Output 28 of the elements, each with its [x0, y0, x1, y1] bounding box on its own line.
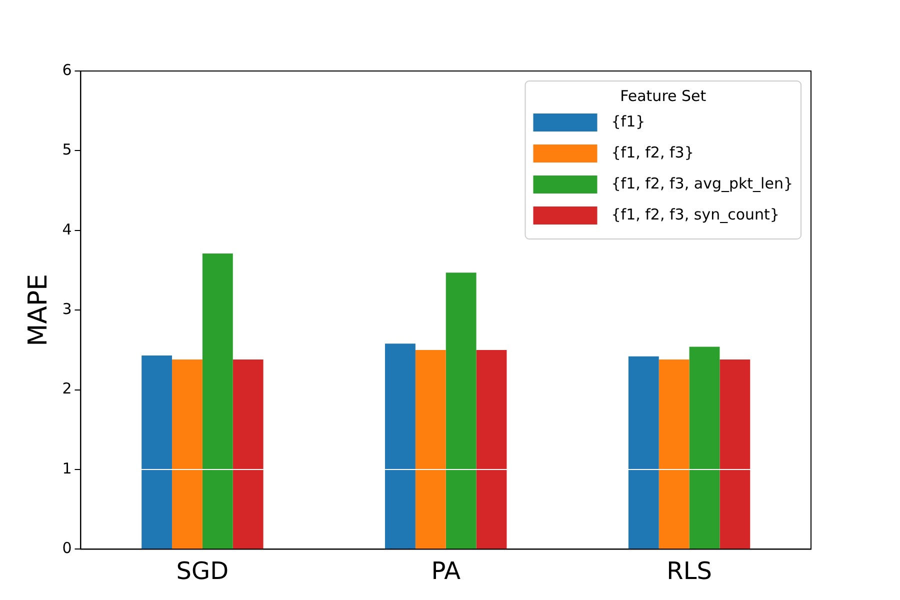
bar [172, 360, 202, 549]
y-tick-label: 2 [62, 380, 72, 398]
x-tick-label: SGD [176, 556, 229, 585]
y-tick-label: 0 [62, 539, 72, 558]
bar [142, 356, 172, 549]
legend-title: Feature Set [620, 86, 706, 105]
bar [720, 360, 750, 549]
bar [202, 254, 233, 549]
bar [385, 344, 416, 549]
legend-label: {f1, f2, f3, syn_count} [611, 205, 780, 224]
x-tick-label: PA [431, 556, 462, 585]
bar [232, 360, 264, 549]
y-tick-label: 3 [62, 300, 72, 318]
y-tick-label: 5 [62, 140, 72, 159]
bar [689, 346, 720, 549]
y-tick-label: 6 [62, 60, 72, 79]
bar [628, 356, 659, 549]
x-tick-label: RLS [666, 556, 712, 585]
bar [446, 272, 476, 549]
legend-label: {f1, f2, f3, avg_pkt_len} [611, 174, 794, 192]
y-tick-label: 4 [62, 220, 72, 238]
bar [415, 350, 446, 549]
bar [476, 350, 507, 549]
bar [658, 360, 690, 549]
legend-label: {f1} [611, 112, 646, 130]
y-tick-label: 1 [62, 459, 72, 478]
legend-label: {f1, f2, f3} [611, 143, 694, 162]
y-axis-title: MAPE [23, 274, 54, 346]
